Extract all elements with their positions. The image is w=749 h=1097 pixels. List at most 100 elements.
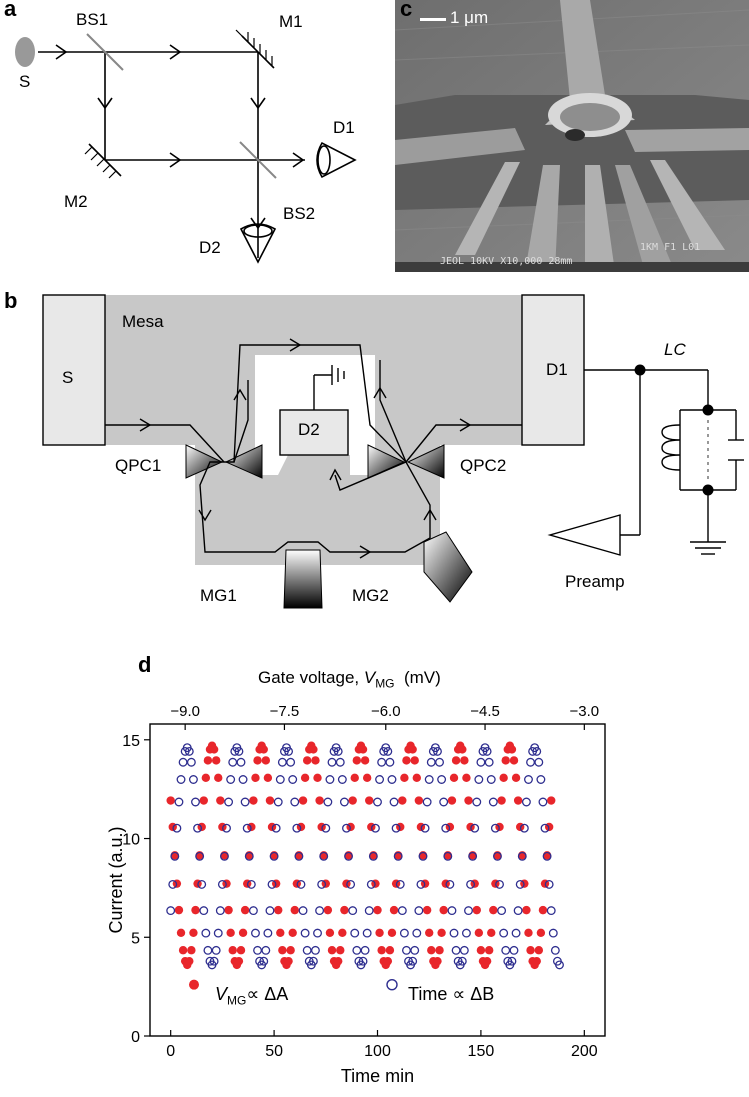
sem-scale: 1KM F1 L01 — [640, 242, 701, 253]
data-point-vmg — [507, 745, 517, 754]
data-point-time — [420, 823, 430, 833]
m1-label: M1 — [279, 12, 303, 31]
data-point-time — [313, 928, 322, 938]
data-point-time — [459, 945, 469, 955]
data-point-time — [286, 757, 296, 767]
data-point-vmg — [511, 773, 521, 783]
data-point-vmg — [290, 905, 299, 915]
data-point-time — [383, 746, 393, 756]
data-point-time — [443, 851, 453, 861]
data-point-time — [540, 823, 550, 833]
x-axis-label: Time min — [341, 1066, 414, 1086]
data-point-time — [277, 757, 287, 767]
data-point-time — [509, 945, 519, 955]
data-point-vmg — [489, 905, 498, 915]
data-point-time — [519, 823, 529, 833]
data-point-vmg — [166, 796, 175, 805]
data-point-time — [364, 906, 374, 916]
data-point-vmg — [402, 756, 411, 765]
data-point-time — [317, 879, 327, 889]
data-point-time — [251, 928, 260, 938]
data-point-time — [501, 945, 511, 955]
data-point-time — [172, 823, 182, 833]
data-point-vmg — [278, 946, 287, 955]
data-point-time — [226, 775, 236, 784]
data-point-time — [234, 746, 244, 756]
top-tick-label: −9.0 — [170, 703, 200, 720]
data-point-time — [424, 775, 434, 784]
data-point-time — [253, 945, 262, 955]
data-point-vmg — [313, 773, 322, 783]
data-point-vmg — [400, 773, 409, 783]
data-point-vmg — [201, 773, 211, 783]
data-point-time — [524, 775, 533, 784]
scale-bar — [420, 18, 446, 21]
data-point-time — [261, 945, 271, 955]
top-axis-var: V — [363, 668, 376, 687]
data-point-vmg — [224, 905, 233, 915]
data-point-time — [490, 823, 500, 833]
top-axis-prefix: Gate voltage, — [258, 668, 364, 687]
bs1-label: BS1 — [76, 10, 109, 29]
data-point-time — [447, 906, 457, 916]
data-point-time — [319, 851, 329, 861]
data-point-time — [308, 956, 318, 966]
data-point-vmg — [487, 928, 496, 938]
data-point-time — [350, 928, 360, 938]
data-point-time — [439, 797, 449, 807]
data-point-vmg — [538, 905, 548, 915]
data-point-time — [213, 928, 223, 938]
data-point-vmg — [350, 773, 359, 783]
data-point-time — [414, 906, 424, 916]
data-point-vmg — [226, 928, 235, 938]
data-point-time — [188, 775, 198, 784]
data-point-time — [457, 956, 467, 966]
source-contact — [42, 294, 106, 446]
data-point-vmg — [209, 745, 219, 754]
legend-marker-vmg — [189, 979, 199, 990]
data-point-time — [321, 823, 331, 833]
data-point-vmg — [238, 928, 248, 938]
data-point-time — [240, 797, 250, 807]
x-tick-label: 50 — [265, 1043, 283, 1060]
b-d2-label: D2 — [298, 420, 320, 439]
data-point-time — [461, 928, 471, 938]
data-point-time — [410, 945, 420, 955]
data-point-vmg — [501, 756, 510, 765]
data-point-vmg — [311, 756, 320, 765]
panel-d-label: d — [138, 652, 152, 677]
data-point-time — [433, 746, 442, 756]
data-point-time — [482, 746, 492, 756]
data-point-vmg — [288, 928, 297, 938]
data-point-time — [375, 775, 385, 784]
data-point-time — [555, 960, 564, 970]
data-point-vmg — [240, 905, 250, 915]
data-point-time — [244, 851, 254, 861]
data-point-time — [335, 757, 345, 767]
data-point-time — [470, 823, 480, 833]
device-schematic — [42, 294, 744, 609]
data-point-vmg — [216, 796, 225, 805]
data-point-time — [327, 757, 337, 767]
data-point-time — [468, 851, 478, 861]
x-tick-label: 200 — [571, 1043, 598, 1060]
data-point-time — [311, 945, 320, 955]
data-point-vmg — [499, 773, 508, 783]
x-tick-label: 0 — [166, 1043, 175, 1060]
data-point-time — [220, 851, 229, 861]
data-point-time — [195, 851, 205, 861]
sem-image — [395, 0, 749, 272]
y-tick-label: 15 — [122, 733, 140, 750]
data-point-time — [526, 757, 535, 767]
data-point-time — [532, 746, 542, 756]
mg2-gate — [423, 531, 473, 603]
d1-eye-icon — [316, 141, 357, 179]
data-point-vmg — [462, 773, 471, 783]
data-point-time — [437, 775, 447, 784]
top-tick-label: −7.5 — [270, 703, 300, 720]
data-point-time — [246, 879, 256, 889]
data-point-vmg — [348, 796, 357, 805]
data-point-vmg — [509, 756, 519, 765]
data-point-vmg — [259, 745, 268, 754]
data-point-vmg — [189, 928, 198, 938]
